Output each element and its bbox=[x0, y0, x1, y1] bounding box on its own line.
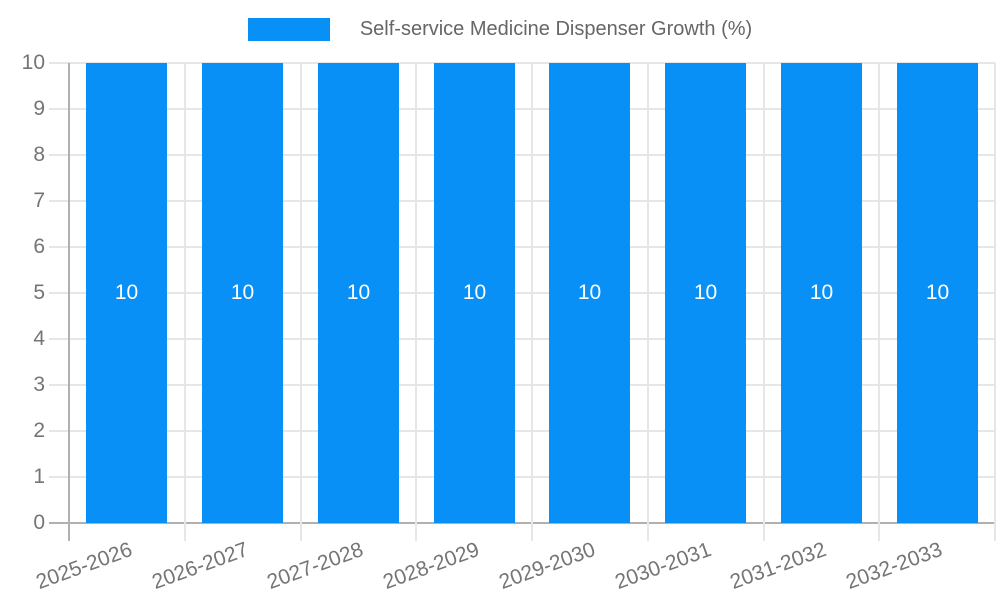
x-axis-tick bbox=[763, 523, 765, 541]
x-axis-tick-label: 2032-2033 bbox=[842, 538, 945, 594]
y-gridline bbox=[49, 108, 995, 110]
bar-value-label: 10 bbox=[462, 281, 487, 304]
y-axis-tick-label: 10 bbox=[21, 51, 45, 74]
x-gridline bbox=[647, 63, 649, 523]
y-axis-tick-label: 5 bbox=[33, 281, 45, 304]
bar-value-label: 10 bbox=[114, 281, 139, 304]
x-axis-tick bbox=[647, 523, 649, 541]
legend-item[interactable]: Self-service Medicine Dispenser Growth (… bbox=[247, 18, 753, 41]
bar[interactable] bbox=[86, 63, 167, 523]
y-axis-tick-label: 8 bbox=[33, 143, 45, 166]
y-axis-tick-label: 2 bbox=[33, 419, 45, 442]
y-axis-tick-label: 7 bbox=[33, 189, 45, 212]
y-gridline bbox=[49, 200, 995, 202]
y-axis-tick-label: 9 bbox=[33, 97, 45, 120]
bar[interactable] bbox=[781, 63, 862, 523]
y-gridline bbox=[49, 154, 995, 156]
bar[interactable] bbox=[549, 63, 630, 523]
y-gridline bbox=[49, 338, 995, 340]
bar-value-label: 10 bbox=[577, 281, 602, 304]
y-axis-tick-label: 1 bbox=[33, 465, 45, 488]
x-axis-tick-label: 2031-2032 bbox=[726, 538, 829, 594]
x-axis-line bbox=[49, 522, 995, 524]
x-axis-tick bbox=[878, 523, 880, 541]
bar-value-label: 10 bbox=[809, 281, 834, 304]
y-axis-tick-label: 3 bbox=[33, 373, 45, 396]
bar[interactable] bbox=[665, 63, 746, 523]
bar-value-label: 10 bbox=[925, 281, 950, 304]
x-axis-tick-label: 2029-2030 bbox=[495, 538, 598, 594]
x-gridline bbox=[184, 63, 186, 523]
x-gridline bbox=[878, 63, 880, 523]
legend-label: Self-service Medicine Dispenser Growth (… bbox=[359, 18, 753, 40]
y-axis-tick-label: 0 bbox=[33, 511, 45, 534]
y-gridline bbox=[49, 384, 995, 386]
y-axis-tick-label: 4 bbox=[33, 327, 45, 350]
y-axis-line bbox=[68, 63, 70, 541]
bar[interactable] bbox=[434, 63, 515, 523]
x-axis-tick-label: 2025-2026 bbox=[32, 538, 135, 594]
x-axis-tick bbox=[415, 523, 417, 541]
x-gridline bbox=[415, 63, 417, 523]
bar-value-label: 10 bbox=[230, 281, 255, 304]
x-axis-tick bbox=[300, 523, 302, 541]
x-gridline bbox=[300, 63, 302, 523]
bar[interactable] bbox=[318, 63, 399, 523]
legend: Self-service Medicine Dispenser Growth (… bbox=[0, 18, 1000, 41]
y-axis-tick-label: 6 bbox=[33, 235, 45, 258]
bar[interactable] bbox=[897, 63, 978, 523]
x-axis-tick-label: 2028-2029 bbox=[379, 538, 482, 594]
y-gridline bbox=[49, 430, 995, 432]
x-axis-tick bbox=[531, 523, 533, 541]
bar-value-label: 10 bbox=[346, 281, 371, 304]
y-gridline bbox=[49, 476, 995, 478]
x-gridline bbox=[763, 63, 765, 523]
y-gridline bbox=[49, 62, 995, 64]
bar[interactable] bbox=[202, 63, 283, 523]
x-axis-tick-label: 2026-2027 bbox=[148, 538, 251, 594]
x-axis-tick-label: 2027-2028 bbox=[263, 538, 366, 594]
x-gridline bbox=[994, 63, 996, 523]
x-axis-tick bbox=[994, 523, 996, 541]
y-gridline bbox=[49, 292, 995, 294]
x-gridline bbox=[531, 63, 533, 523]
y-gridline bbox=[49, 246, 995, 248]
bar-value-label: 10 bbox=[693, 281, 718, 304]
x-axis-tick-label: 2030-2031 bbox=[611, 538, 714, 594]
x-axis-tick bbox=[184, 523, 186, 541]
legend-swatch-icon bbox=[247, 18, 330, 41]
